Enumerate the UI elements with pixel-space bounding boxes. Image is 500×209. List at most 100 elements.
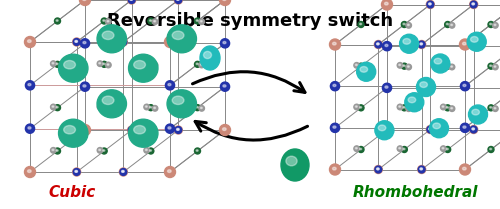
Ellipse shape [460, 164, 470, 175]
Ellipse shape [403, 148, 405, 150]
Ellipse shape [374, 166, 382, 173]
Ellipse shape [356, 62, 376, 81]
Ellipse shape [103, 20, 105, 21]
Ellipse shape [26, 124, 35, 133]
Ellipse shape [98, 149, 100, 150]
Ellipse shape [356, 64, 358, 66]
Ellipse shape [223, 42, 226, 44]
Ellipse shape [427, 126, 434, 133]
Ellipse shape [449, 106, 455, 111]
Ellipse shape [383, 42, 391, 50]
Ellipse shape [80, 39, 90, 48]
Ellipse shape [106, 106, 111, 111]
Ellipse shape [146, 62, 148, 64]
Ellipse shape [128, 119, 158, 147]
Ellipse shape [28, 84, 31, 86]
Ellipse shape [402, 105, 407, 111]
Ellipse shape [72, 38, 80, 46]
Ellipse shape [122, 171, 124, 172]
Ellipse shape [442, 64, 444, 66]
Ellipse shape [97, 90, 126, 118]
Ellipse shape [470, 37, 478, 42]
Ellipse shape [398, 148, 400, 149]
Ellipse shape [444, 22, 450, 28]
Ellipse shape [176, 128, 179, 130]
Ellipse shape [330, 82, 340, 91]
Ellipse shape [199, 19, 204, 24]
Ellipse shape [168, 127, 171, 129]
Ellipse shape [174, 126, 182, 134]
Ellipse shape [330, 164, 340, 175]
Ellipse shape [428, 128, 431, 130]
Ellipse shape [330, 39, 340, 50]
Ellipse shape [168, 84, 171, 86]
Ellipse shape [75, 170, 78, 172]
Ellipse shape [403, 38, 410, 44]
Ellipse shape [175, 0, 182, 3]
Ellipse shape [168, 83, 171, 86]
Ellipse shape [150, 20, 152, 21]
Ellipse shape [196, 150, 198, 151]
Ellipse shape [378, 125, 386, 131]
Ellipse shape [429, 3, 431, 5]
Ellipse shape [470, 0, 478, 9]
Ellipse shape [102, 31, 114, 40]
Ellipse shape [488, 105, 494, 111]
Ellipse shape [426, 0, 434, 9]
Ellipse shape [375, 41, 382, 48]
Ellipse shape [166, 124, 174, 133]
Ellipse shape [122, 40, 124, 42]
Ellipse shape [56, 106, 58, 108]
Ellipse shape [98, 106, 100, 107]
Ellipse shape [28, 127, 31, 129]
Ellipse shape [148, 105, 154, 111]
Ellipse shape [408, 97, 416, 103]
Ellipse shape [168, 127, 171, 129]
Ellipse shape [488, 63, 494, 69]
Ellipse shape [382, 83, 392, 92]
Ellipse shape [360, 66, 368, 72]
Ellipse shape [164, 167, 175, 177]
Ellipse shape [64, 60, 76, 69]
Ellipse shape [166, 81, 174, 89]
Ellipse shape [358, 105, 364, 111]
Ellipse shape [75, 171, 78, 172]
Ellipse shape [75, 41, 78, 42]
Ellipse shape [440, 146, 446, 152]
Ellipse shape [102, 96, 114, 104]
Ellipse shape [433, 123, 440, 129]
Ellipse shape [144, 61, 150, 66]
Ellipse shape [356, 148, 358, 149]
Ellipse shape [128, 0, 136, 4]
Ellipse shape [405, 93, 424, 112]
Ellipse shape [463, 84, 466, 87]
Ellipse shape [152, 19, 158, 24]
Ellipse shape [400, 34, 418, 53]
Ellipse shape [101, 18, 107, 24]
Ellipse shape [382, 42, 392, 51]
Ellipse shape [385, 45, 388, 47]
Ellipse shape [28, 83, 31, 86]
Ellipse shape [75, 40, 78, 42]
Ellipse shape [128, 126, 136, 134]
Ellipse shape [80, 82, 90, 91]
Ellipse shape [154, 64, 156, 65]
Ellipse shape [462, 42, 466, 45]
Ellipse shape [383, 84, 391, 92]
Ellipse shape [28, 127, 31, 129]
Ellipse shape [174, 0, 182, 4]
Ellipse shape [450, 107, 452, 109]
Ellipse shape [196, 20, 198, 21]
Ellipse shape [462, 167, 466, 170]
Ellipse shape [397, 62, 403, 68]
Ellipse shape [492, 106, 498, 111]
Ellipse shape [470, 1, 477, 8]
Ellipse shape [221, 39, 229, 47]
Ellipse shape [200, 20, 202, 22]
Ellipse shape [406, 106, 411, 111]
Ellipse shape [175, 127, 182, 133]
Ellipse shape [52, 106, 54, 107]
Ellipse shape [101, 105, 107, 111]
Ellipse shape [429, 128, 431, 130]
Ellipse shape [103, 63, 105, 65]
